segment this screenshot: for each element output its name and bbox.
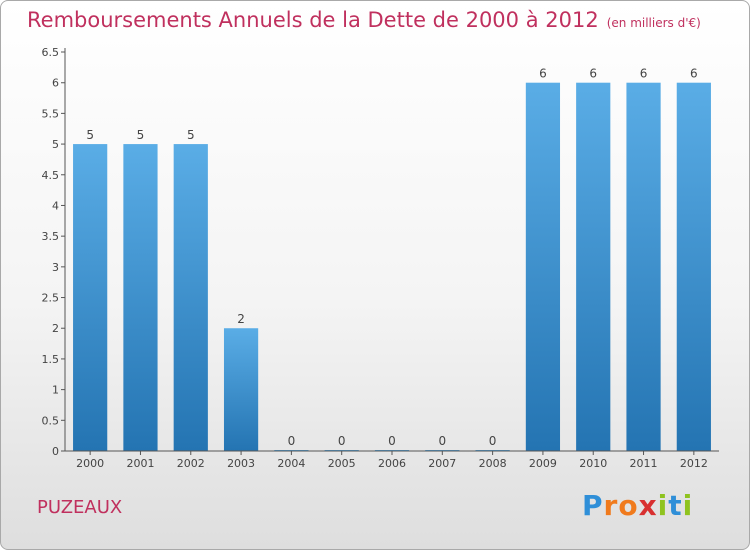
bars: 5 5 5 2 0 0 0 0 0 6 6 6 6 <box>73 67 711 452</box>
bar-2011 <box>626 82 661 451</box>
x-tick-label-2011: 2011 <box>630 457 658 470</box>
x-tick-label-2007: 2007 <box>428 457 456 470</box>
value-label-2000: 5 <box>86 128 94 142</box>
y-axis: 0 0.5 1 1.5 2 2.5 3 3.5 4 4.5 5 5.5 6 6.5 <box>42 46 66 458</box>
x-tick-label-2006: 2006 <box>378 457 406 470</box>
x-tick-label-2010: 2010 <box>579 457 607 470</box>
x-tick-label-2012: 2012 <box>680 457 708 470</box>
x-tick-label-2002: 2002 <box>177 457 205 470</box>
x-tick-label-2001: 2001 <box>126 457 154 470</box>
chart-title: Remboursements Annuels de la Dette de 20… <box>27 8 701 32</box>
x-tick-label-2004: 2004 <box>277 457 305 470</box>
y-tick-label: 4 <box>52 199 59 212</box>
bar-2000 <box>73 144 108 452</box>
x-tick-label-2000: 2000 <box>76 457 104 470</box>
unit-label: (en milliers d'€) <box>606 16 701 30</box>
logo-letter: i <box>657 489 669 522</box>
logo-letter: r <box>603 489 619 522</box>
value-label-2012: 6 <box>690 67 698 81</box>
x-tick-label-2009: 2009 <box>529 457 557 470</box>
y-tick-label: 0 <box>52 445 59 458</box>
y-tick-label: 1 <box>52 384 59 397</box>
bar-2009 <box>525 82 561 451</box>
x-tick-label-2003: 2003 <box>227 457 255 470</box>
value-label-2008: 0 <box>489 434 497 448</box>
value-label-2003: 2 <box>237 312 245 326</box>
value-label-2006: 0 <box>388 434 396 448</box>
y-tick-label: 2 <box>52 322 59 335</box>
x-tick-label-2008: 2008 <box>479 457 507 470</box>
value-label-2005: 0 <box>338 434 346 448</box>
proxiti-logo: Proxiti <box>582 489 693 522</box>
bar-2001 <box>123 144 158 452</box>
logo-letter: P <box>582 489 604 522</box>
y-tick-label: 3 <box>52 261 59 274</box>
y-tick-label: 4.5 <box>42 169 60 182</box>
y-tick-label: 3.5 <box>42 230 60 243</box>
logo-letter: t <box>668 489 683 522</box>
commune-name: PUZEAUX <box>37 497 123 518</box>
bar-2012 <box>676 82 711 451</box>
bar-2003 <box>223 328 259 451</box>
value-label-2004: 0 <box>288 434 296 448</box>
y-tick-label: 5.5 <box>42 107 60 120</box>
logo-letter: i <box>682 489 694 522</box>
y-tick-label: 2.5 <box>42 292 60 305</box>
logo-letter: x <box>638 489 658 522</box>
y-tick-label: 1.5 <box>42 353 60 366</box>
value-label-2010: 6 <box>589 67 597 81</box>
y-tick-label: 6.5 <box>42 46 60 59</box>
value-label-2002: 5 <box>187 128 195 142</box>
y-tick-label: 5 <box>52 138 59 151</box>
bar-2002 <box>173 144 208 452</box>
value-label-2007: 0 <box>438 434 446 448</box>
value-label-2009: 6 <box>539 67 547 81</box>
y-tick-label: 0.5 <box>42 414 60 427</box>
logo-letter: o <box>618 489 639 522</box>
x-tick-label-2005: 2005 <box>328 457 356 470</box>
y-tick-label: 6 <box>52 77 59 90</box>
x-axis: 2000 2001 2002 2003 2004 2005 2006 2007 2008 2009… <box>65 450 719 470</box>
value-label-2001: 5 <box>137 128 145 142</box>
bar-2010 <box>576 82 611 451</box>
value-label-2011: 6 <box>640 67 648 81</box>
